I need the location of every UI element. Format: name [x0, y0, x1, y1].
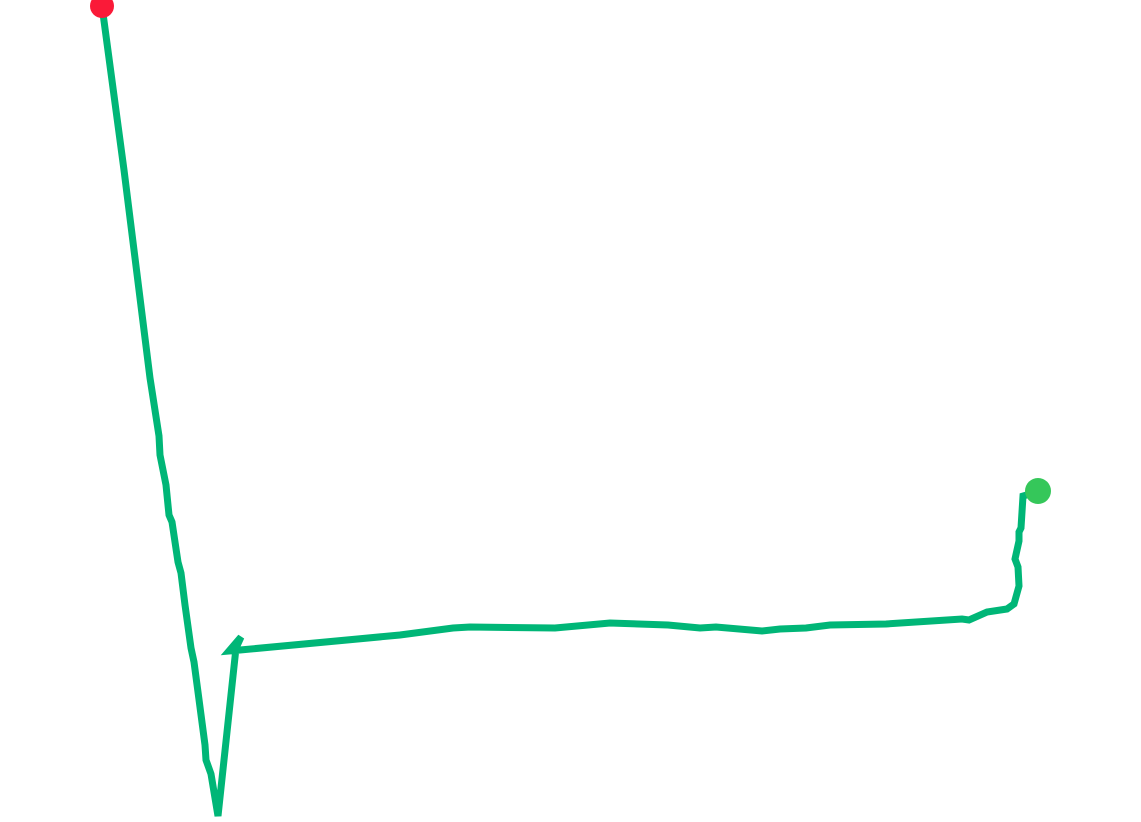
route-path	[98, 5, 1031, 817]
start-marker-icon[interactable]	[90, 0, 114, 18]
end-marker-icon[interactable]	[1025, 478, 1051, 504]
